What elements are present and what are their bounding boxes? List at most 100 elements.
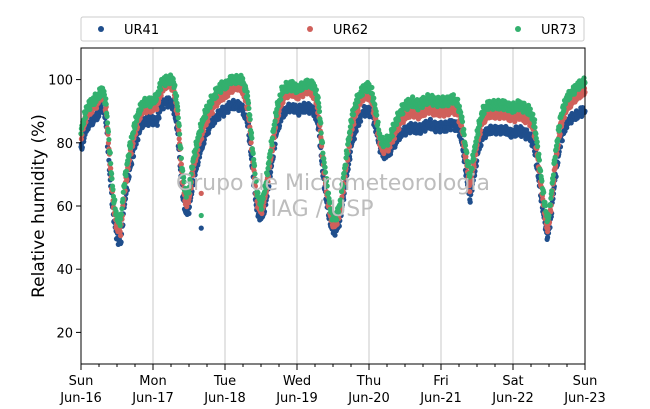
data-point-outlier <box>198 212 204 219</box>
legend-marker-ur62 <box>307 26 313 32</box>
data-point <box>521 100 527 106</box>
data-point <box>153 96 160 102</box>
data-point <box>181 179 187 185</box>
data-point <box>178 145 184 151</box>
data-point <box>129 135 135 141</box>
x-tick-label-day: Sun <box>573 374 598 389</box>
data-point <box>126 152 132 158</box>
data-point <box>209 110 215 116</box>
x-tick-label-day: Fri <box>433 374 449 389</box>
data-point <box>244 89 250 95</box>
data-point <box>461 132 467 138</box>
data-point <box>124 177 130 183</box>
data-point <box>316 104 322 110</box>
data-point <box>120 189 126 195</box>
data-point <box>353 128 359 134</box>
data-point <box>343 155 349 161</box>
data-point <box>464 150 470 156</box>
data-point <box>119 206 125 212</box>
data-point <box>184 204 190 210</box>
data-point <box>459 114 465 120</box>
data-point <box>536 151 542 157</box>
data-point <box>557 123 563 129</box>
data-point <box>477 122 483 128</box>
data-point <box>109 171 115 177</box>
data-point <box>545 225 551 231</box>
data-point <box>108 160 114 167</box>
data-point <box>325 190 332 196</box>
data-point <box>118 239 124 245</box>
data-point <box>400 111 406 117</box>
data-point <box>258 206 264 212</box>
data-point <box>327 200 333 206</box>
data-point <box>251 163 258 169</box>
data-point <box>117 223 123 229</box>
data-point <box>564 125 570 131</box>
data-point <box>545 234 551 240</box>
data-point <box>468 170 474 176</box>
legend: UR41 UR62 UR73 <box>80 16 585 42</box>
data-point <box>205 118 211 124</box>
data-point <box>130 129 137 135</box>
data-point <box>320 150 326 156</box>
data-point <box>319 140 326 146</box>
data-point <box>123 173 129 179</box>
data-point <box>177 131 183 137</box>
x-tick-label-day: Thu <box>356 374 381 389</box>
data-point <box>546 213 552 219</box>
data-point <box>79 144 85 151</box>
x-tick-label-date: Jun-21 <box>419 391 462 406</box>
data-point <box>555 136 561 143</box>
data-point <box>532 124 538 130</box>
data-point <box>240 75 246 82</box>
data-point <box>108 165 114 171</box>
data-point <box>539 178 545 184</box>
data-point <box>471 156 477 162</box>
y-tick-label: 40 <box>56 263 73 278</box>
data-point-outlier <box>198 190 204 196</box>
data-point <box>342 162 349 168</box>
x-tick-label-date: Jun-20 <box>347 391 390 406</box>
data-point <box>550 177 556 183</box>
data-point <box>391 126 397 132</box>
data-point <box>268 148 274 154</box>
data-point <box>376 127 382 133</box>
data-point <box>201 140 207 147</box>
data-point <box>559 138 565 144</box>
data-point <box>189 164 196 170</box>
data-point <box>385 142 391 148</box>
data-point <box>321 156 327 162</box>
data-point <box>396 126 402 132</box>
data-point <box>415 107 421 113</box>
data-point <box>213 94 219 100</box>
data-point <box>260 195 266 202</box>
data-point <box>427 116 433 122</box>
data-point <box>346 135 352 141</box>
data-point <box>106 136 112 143</box>
data-point <box>267 153 273 159</box>
data-point <box>350 111 357 117</box>
data-point <box>194 144 200 150</box>
data-point <box>203 114 209 121</box>
data-point <box>176 123 182 129</box>
data-point <box>218 89 224 95</box>
data-point <box>318 130 324 136</box>
data-point <box>118 216 124 222</box>
data-point-outlier <box>198 225 204 231</box>
data-point <box>512 119 518 125</box>
data-point <box>321 159 327 166</box>
data-point <box>135 137 141 143</box>
data-point <box>475 131 481 138</box>
data-point <box>186 184 192 190</box>
legend-marker-ur41 <box>98 26 104 32</box>
data-point <box>552 159 558 165</box>
data-point <box>266 159 272 165</box>
data-point <box>550 172 557 178</box>
data-point <box>353 104 359 110</box>
data-point <box>246 105 252 111</box>
data-points <box>78 72 588 247</box>
data-point <box>248 140 254 146</box>
data-point <box>104 113 110 119</box>
data-point <box>174 93 180 99</box>
data-point <box>538 168 544 174</box>
